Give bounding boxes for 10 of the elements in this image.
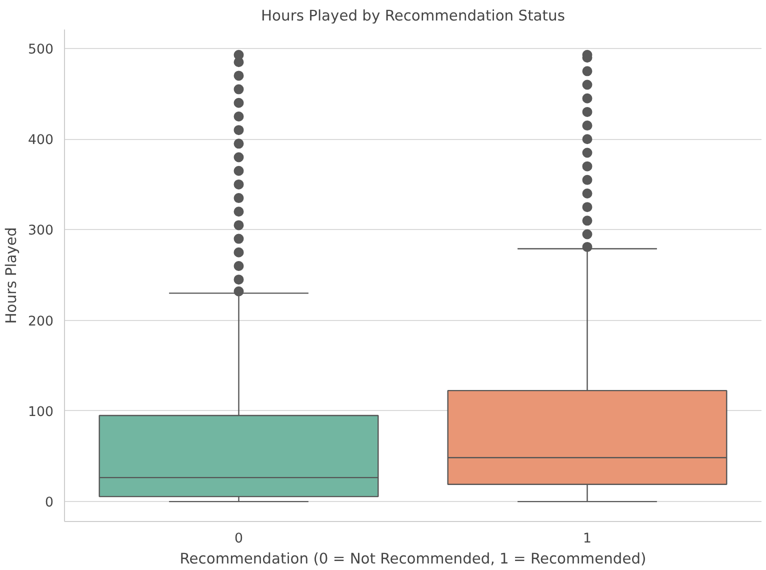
- chart-title: Hours Played by Recommendation Status: [261, 8, 565, 24]
- y-tick-label: 500: [28, 42, 54, 58]
- y-tick-label: 100: [28, 404, 54, 420]
- y-tick-label: 400: [28, 133, 54, 148]
- y-tick-label: 200: [28, 314, 54, 330]
- x-axis-title: Recommendation (0 = Not Recommended, 1 = Recommended): [180, 550, 646, 568]
- y-tick-label: 0: [45, 496, 54, 511]
- x-tick-label: 1: [583, 532, 592, 546]
- y-tick-label: 300: [28, 224, 54, 239]
- y-axis-title: Hours Played: [3, 227, 20, 324]
